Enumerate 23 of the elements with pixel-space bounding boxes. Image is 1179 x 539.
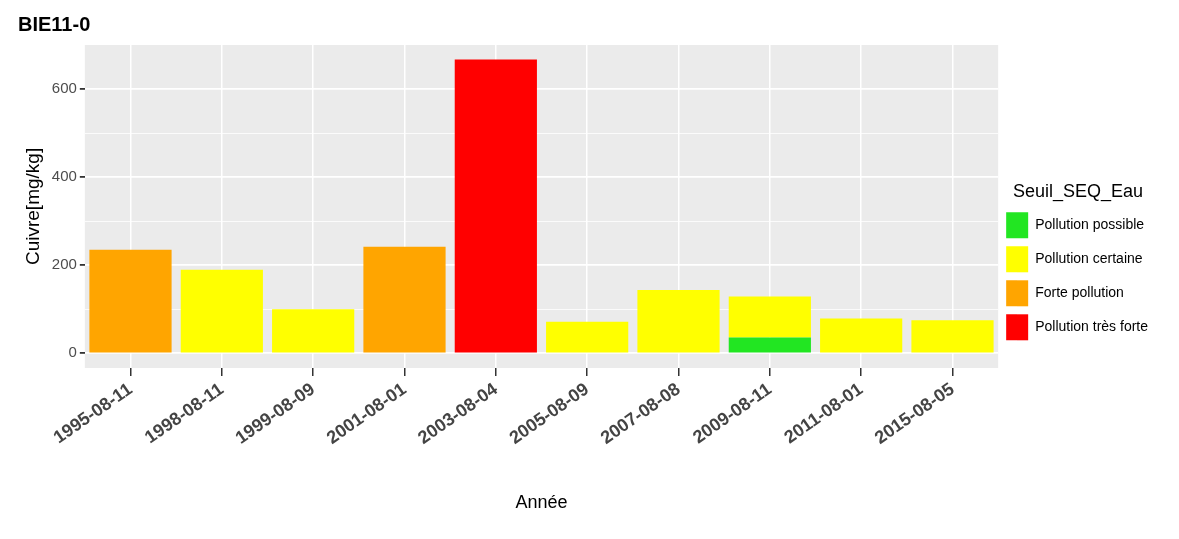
bar — [363, 246, 446, 353]
bar — [820, 318, 903, 353]
legend-label: Pollution possible — [1035, 216, 1145, 233]
x-axis-title: Année — [515, 492, 568, 513]
y-axis-title: Cuivre[mg/kg] — [21, 147, 43, 266]
chart-title: BIE11-0 — [18, 12, 91, 35]
legend-label: Pollution certaine — [1035, 250, 1143, 267]
bar — [637, 289, 720, 353]
bar — [728, 337, 811, 353]
y-tick-label: 400 — [51, 167, 77, 185]
legend-title: Seuil_SEQ_Eau — [1013, 180, 1144, 202]
bar — [272, 309, 355, 353]
bar — [911, 320, 994, 353]
bar — [454, 59, 537, 353]
legend-label: Pollution très forte — [1035, 318, 1149, 335]
y-tick-label: 600 — [51, 79, 77, 97]
y-tick-label: 0 — [68, 343, 77, 361]
bar — [728, 296, 811, 338]
y-tick-label: 200 — [51, 255, 77, 273]
bar — [89, 249, 172, 353]
legend-label: Forte pollution — [1035, 284, 1124, 301]
bar — [546, 321, 629, 353]
bar — [180, 269, 263, 353]
